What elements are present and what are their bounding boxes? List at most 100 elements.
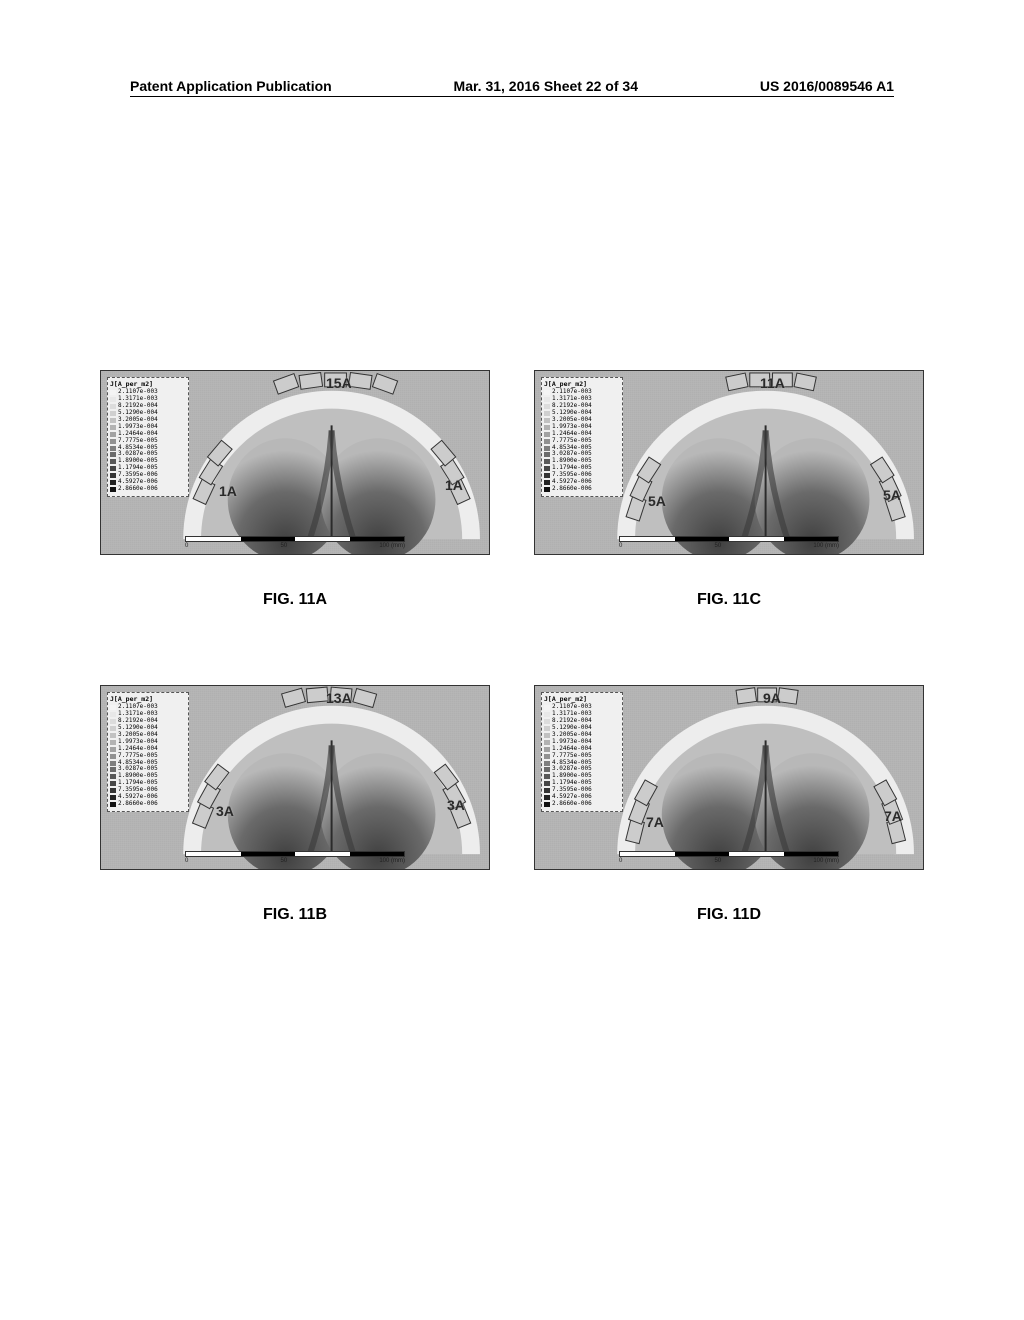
scale-bar: 050100 (mm)	[619, 851, 839, 865]
legend-swatch	[544, 425, 550, 430]
legend-title: J[A_per_m2]	[544, 696, 620, 703]
figure-panel-11c: J[A_per_m2] 2.1107e-0031.3171e-0038.2192…	[534, 370, 924, 555]
legend-swatch	[110, 439, 116, 444]
top-electrode-label: 13A	[326, 690, 352, 706]
figure-caption: FIG. 11A	[100, 591, 490, 609]
figure-block-11a: J[A_per_m2] 2.1107e-0031.3171e-0038.2192…	[100, 370, 490, 609]
legend-swatch	[110, 473, 116, 478]
legend-swatch	[544, 411, 550, 416]
legend-rows: 2.1107e-0031.3171e-0038.2192e-0045.1290e…	[110, 704, 186, 807]
scale-right: 100 (mm)	[379, 543, 405, 549]
scale-bar: 050100 (mm)	[185, 536, 405, 550]
figure-caption: FIG. 11B	[100, 906, 490, 924]
figure-caption: FIG. 11D	[534, 906, 924, 924]
side-electrode-label-left: 7A	[646, 814, 664, 830]
legend-value: 2.8660e-006	[552, 801, 592, 808]
legend-swatch	[544, 726, 550, 731]
legend-swatch	[544, 418, 550, 423]
legend-swatch	[544, 397, 550, 402]
legend-value: 2.8660e-006	[118, 801, 158, 808]
legend-swatch	[110, 418, 116, 423]
legend-swatch	[110, 487, 116, 492]
legend-box: J[A_per_m2] 2.1107e-0031.3171e-0038.2192…	[107, 377, 189, 497]
legend-swatch	[110, 452, 116, 457]
header-sheet-info: Mar. 31, 2016 Sheet 22 of 34	[454, 78, 638, 94]
legend-swatch	[110, 761, 116, 766]
legend-swatch	[110, 740, 116, 745]
side-electrode-label-left: 5A	[648, 493, 666, 509]
legend-title: J[A_per_m2]	[544, 381, 620, 388]
side-electrode-label-left: 1A	[219, 483, 237, 499]
legend-swatch	[110, 802, 116, 807]
legend-swatch	[110, 397, 116, 402]
scale-bar: 0 50 100 (mm)	[619, 536, 839, 550]
scale-right: 100 (mm)	[813, 543, 839, 549]
legend-swatch	[544, 404, 550, 409]
legend-swatch	[544, 795, 550, 800]
scale-mid: 50	[280, 858, 287, 864]
legend-swatch	[110, 781, 116, 786]
legend-title: J[A_per_m2]	[110, 696, 186, 703]
legend-swatch	[110, 774, 116, 779]
legend-swatch	[544, 747, 550, 752]
legend-swatch	[110, 795, 116, 800]
figure-block-11d: J[A_per_m2] 2.1107e-0031.3171e-0038.2192…	[534, 685, 924, 924]
legend-swatch	[110, 754, 116, 759]
legend-swatch	[544, 480, 550, 485]
legend-swatch	[544, 466, 550, 471]
legend-swatch	[110, 712, 116, 717]
figure-panel-11a: J[A_per_m2] 2.1107e-0031.3171e-0038.2192…	[100, 370, 490, 555]
legend-swatch	[544, 452, 550, 457]
legend-swatch	[544, 390, 550, 395]
legend-swatch	[544, 761, 550, 766]
legend-swatch	[544, 712, 550, 717]
legend-swatch	[544, 439, 550, 444]
legend-swatch	[110, 726, 116, 731]
top-electrode-label: 11A	[760, 375, 785, 391]
legend-swatch	[110, 446, 116, 451]
figure-block-11b: J[A_per_m2] 2.1107e-0031.3171e-0038.2192…	[100, 685, 490, 924]
legend-swatch	[110, 432, 116, 437]
scale-right: 100 (mm)	[813, 858, 839, 864]
legend-swatch	[544, 487, 550, 492]
legend-swatch	[544, 733, 550, 738]
scale-mid: 50	[714, 858, 721, 864]
legend-title: J[A_per_m2]	[110, 381, 186, 388]
legend-swatch	[544, 705, 550, 710]
legend-swatch	[544, 473, 550, 478]
scale-left: 0	[619, 543, 622, 549]
scale-mid: 50	[714, 543, 721, 549]
figure-panel-11b: J[A_per_m2] 2.1107e-0031.3171e-0038.2192…	[100, 685, 490, 870]
side-electrode-label-right: 3A	[447, 797, 465, 813]
legend-value: 2.8660e-006	[552, 486, 592, 493]
legend-swatch	[544, 432, 550, 437]
legend-swatch	[544, 459, 550, 464]
legend-swatch	[544, 740, 550, 745]
side-electrode-label-right: 7A	[884, 808, 902, 824]
header-publication: Patent Application Publication	[130, 78, 332, 94]
legend-swatch	[110, 733, 116, 738]
legend-rows: 2.1107e-0031.3171e-0038.2192e-0045.1290e…	[544, 389, 620, 492]
legend-swatch	[110, 788, 116, 793]
legend-swatch	[544, 781, 550, 786]
legend-row: 2.8660e-006	[110, 801, 186, 808]
figures-area: J[A_per_m2] 2.1107e-0031.3171e-0038.2192…	[100, 370, 924, 964]
legend-swatch	[544, 446, 550, 451]
figure-caption: FIG. 11C	[534, 591, 924, 609]
legend-swatch	[110, 719, 116, 724]
legend-box: J[A_per_m2] 2.1107e-0031.3171e-0038.2192…	[541, 377, 623, 497]
top-electrode-label: 15A	[326, 375, 352, 391]
legend-swatch	[110, 705, 116, 710]
legend-rows: 2.1107e-0031.3171e-0038.2192e-0045.1290e…	[110, 389, 186, 492]
side-electrode-label-left: 3A	[216, 803, 234, 819]
legend-swatch	[544, 754, 550, 759]
scale-bar: 050100 (mm)	[185, 851, 405, 865]
legend-swatch	[110, 411, 116, 416]
legend-swatch	[110, 767, 116, 772]
legend-box: J[A_per_m2] 2.1107e-0031.3171e-0038.2192…	[541, 692, 623, 812]
legend-swatch	[544, 788, 550, 793]
header-patent-number: US 2016/0089546 A1	[760, 78, 894, 94]
page-header: Patent Application Publication Mar. 31, …	[0, 78, 1024, 94]
legend-swatch	[544, 802, 550, 807]
legend-swatch	[110, 390, 116, 395]
